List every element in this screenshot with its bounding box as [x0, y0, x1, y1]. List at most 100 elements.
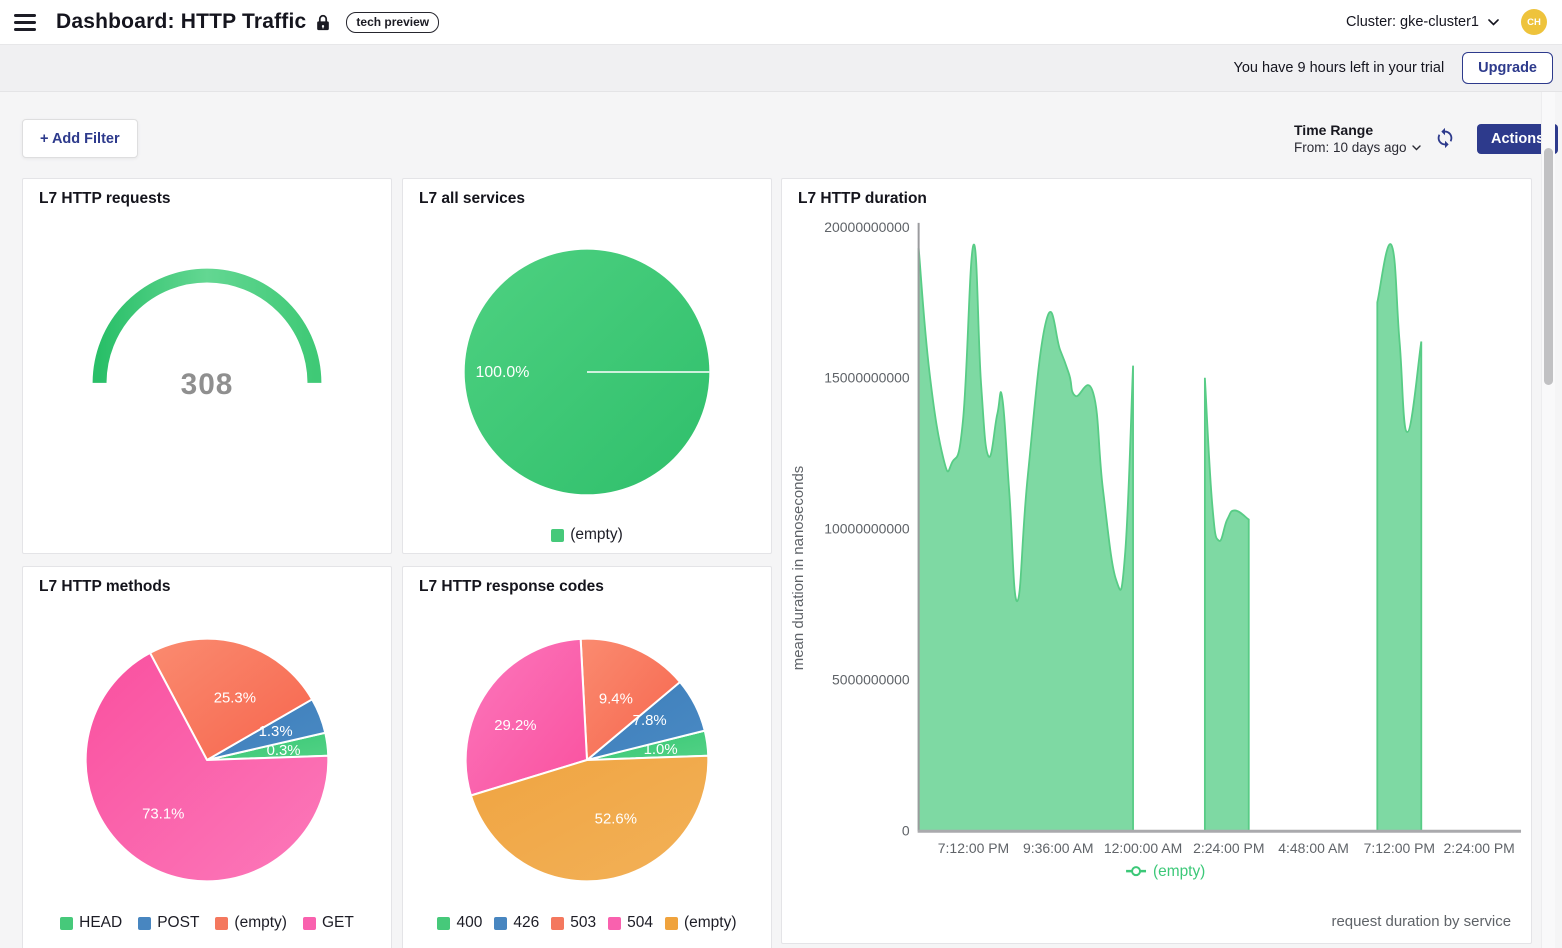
chart-legend: (empty) [403, 526, 771, 544]
legend-label: (empty) [234, 914, 287, 931]
card-title: L7 HTTP methods [39, 578, 171, 595]
area-series-line [1203, 377, 1250, 831]
refresh-icon [1437, 127, 1453, 149]
legend-label[interactable]: (empty) [1153, 863, 1205, 880]
card-all-services: L7 all services 100.0% (empty) [402, 178, 772, 554]
scrollbar[interactable] [1541, 92, 1555, 948]
legend-swatch [608, 916, 622, 930]
pie-chart-response-codes[interactable]: 1.0% 7.8% 9.4% 29.2% 52.6% [403, 567, 771, 948]
card-response-codes: L7 HTTP response codes 1.0% 7.8% 9.4% 29.2%… [402, 566, 772, 948]
y-axis-title: mean duration in nanoseconds [790, 466, 807, 671]
scrollbar-thumb[interactable] [1544, 148, 1553, 385]
pie-svg: 1.0% 7.8%9.4% 29.2% 52.6% [464, 637, 710, 883]
x-axis-tick-label: 9:36:00 AM [1023, 840, 1094, 856]
area-series-segment[interactable] [1377, 244, 1422, 831]
legend-label: (empty) [570, 526, 623, 543]
trial-message: You have 9 hours left in your trial [1233, 59, 1445, 76]
legend-label: 400 [456, 914, 483, 931]
pie-slice-(empty)[interactable] [149, 637, 314, 761]
x-axis-tick-label: 7:12:00 PM [938, 840, 1009, 856]
y-axis-tick-label: 0 [902, 822, 910, 838]
area-series-line [917, 244, 1134, 831]
legend-item-(empty)[interactable]: (empty) [215, 914, 287, 932]
area-series-segment[interactable] [918, 244, 1134, 831]
card-title: L7 HTTP duration [798, 190, 927, 207]
chevron-down-icon [1488, 18, 1499, 26]
chart-legend: HEAD POST (empty) GET [23, 914, 391, 932]
pie-slice-503[interactable] [579, 637, 681, 761]
legend-swatch [138, 916, 152, 930]
legend-item-400[interactable]: 400 [437, 914, 482, 932]
legend-item-504[interactable]: 504 [608, 914, 653, 932]
pie-slice-(empty)[interactable] [469, 754, 710, 883]
pie-label: 29.2% [494, 718, 536, 734]
add-filter-button[interactable]: + Add Filter [22, 119, 138, 158]
card-http-duration: L7 HTTP duration 0 5000000000 10000000000 1… [781, 178, 1532, 944]
cluster-selector[interactable]: Cluster: gke-cluster1 [1346, 14, 1499, 30]
gauge-chart[interactable]: 308 [23, 179, 391, 553]
gauge-svg: 308 [92, 268, 322, 401]
tech-preview-badge: tech preview [346, 11, 440, 33]
chart-legend: 400 426 503 504 (empty) [403, 914, 771, 932]
pie-slice-504[interactable] [464, 637, 588, 797]
y-axis-tick-label: 20000000000 [824, 219, 910, 235]
menu-icon[interactable] [14, 10, 36, 35]
pie-chart-methods[interactable]: 0.3% 1.3% 25.3% 73.1% [23, 567, 391, 948]
x-axis-tick-label: 12:00:00 AM [1104, 840, 1182, 856]
legend-item-GET[interactable]: GET [302, 914, 354, 932]
legend-swatch [494, 916, 508, 930]
card-title: L7 HTTP requests [39, 190, 171, 207]
pie-label: 100.0% [475, 364, 529, 381]
trial-banner: You have 9 hours left in your trial Upgr… [0, 44, 1562, 92]
legend-label: (empty) [683, 914, 737, 931]
legend-item-(empty)[interactable]: (empty) [551, 526, 623, 544]
legend-item-HEAD[interactable]: HEAD [60, 914, 122, 932]
legend-label: 504 [627, 914, 653, 931]
area-series-segment[interactable] [1204, 377, 1249, 831]
pie-svg: 100.0% [464, 249, 710, 495]
pie-chart-all-services[interactable]: 100.0% [403, 179, 771, 553]
legend-label: GET [321, 914, 354, 931]
legend-swatch [437, 916, 451, 930]
legend-label: 426 [513, 914, 540, 931]
page-title: Dashboard: HTTP Traffic [56, 10, 307, 33]
x-axis-tick-label: 4:48:00 AM [1278, 840, 1349, 856]
legend-swatch [551, 528, 565, 542]
header-right-group: Cluster: gke-cluster1 CH [1346, 9, 1547, 35]
cluster-label: Cluster: gke-cluster1 [1346, 14, 1479, 30]
time-range-title: Time Range [1294, 122, 1374, 138]
legend-item-503[interactable]: 503 [551, 914, 596, 932]
legend-swatch [60, 916, 74, 930]
legend-marker-dot [1131, 866, 1142, 877]
pie-svg: 0.3% 1.3% 25.3% 73.1% [84, 637, 330, 883]
pie-label: 73.1% [142, 807, 184, 823]
legend-swatch [664, 916, 678, 930]
legend-label: 503 [570, 914, 597, 931]
pie-label: 0.3% [267, 743, 301, 759]
avatar[interactable]: CH [1521, 9, 1547, 35]
time-range-dropdown[interactable]: From: 10 days ago [1294, 140, 1421, 155]
pie-slice-GET[interactable] [84, 651, 330, 883]
upgrade-button[interactable]: Upgrade [1462, 51, 1553, 84]
pie-label: 52.6% [595, 812, 637, 828]
pie-label: 1.3% [259, 724, 293, 740]
x-axis-tick-label: 2:24:00 PM [1443, 840, 1514, 856]
gauge-arc [92, 268, 322, 383]
legend-item-(empty)[interactable]: (empty) [664, 914, 737, 932]
lock-icon [316, 14, 330, 31]
chart-caption: request duration by service [1332, 913, 1512, 930]
card-http-methods: L7 HTTP methods 0.3% 1.3% 25.3% 73.1% HEAD P… [22, 566, 392, 948]
y-axis-tick-label: 5000000000 [832, 671, 910, 687]
area-chart-duration[interactable]: 0 5000000000 10000000000 15000000000 2000000… [782, 179, 1531, 943]
refresh-button[interactable] [1433, 127, 1457, 151]
time-range-control: Time Range From: 10 days ago [1294, 122, 1421, 155]
pie-label: 7.8% [633, 713, 667, 729]
pie-label: 25.3% [214, 690, 256, 706]
legend-item-POST[interactable]: POST [138, 914, 199, 932]
legend-label: HEAD [79, 914, 123, 931]
pie-label: 9.4% [599, 691, 633, 707]
gauge-value: 308 [181, 368, 234, 401]
legend-item-426[interactable]: 426 [494, 914, 539, 932]
legend-swatch [551, 916, 565, 930]
